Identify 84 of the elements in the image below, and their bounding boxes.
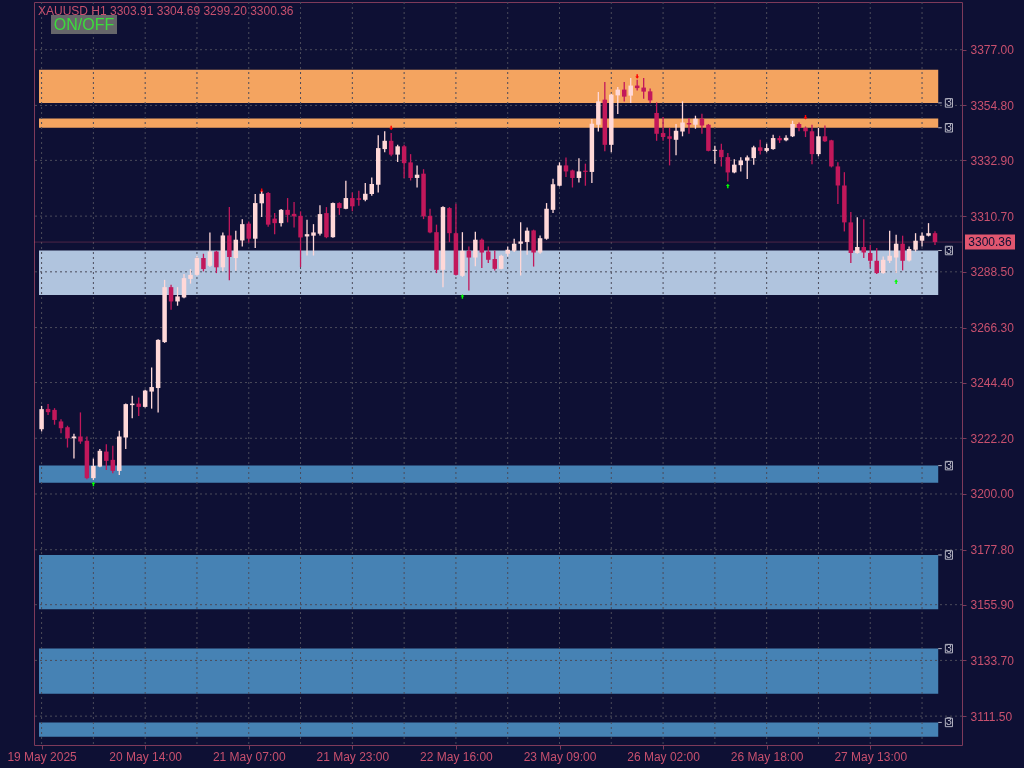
candlestick xyxy=(576,157,582,184)
candlestick xyxy=(596,91,601,133)
y-tick-label: 3155.90 xyxy=(970,598,1015,613)
candlestick xyxy=(285,197,290,224)
candlestick xyxy=(557,161,562,188)
y-tick-label: 3332.90 xyxy=(970,153,1015,168)
candlestick xyxy=(654,101,659,142)
candlestick xyxy=(531,229,536,268)
candlestick xyxy=(466,245,472,292)
candlestick xyxy=(408,153,413,182)
candlestick xyxy=(887,230,892,264)
candlestick xyxy=(900,235,905,271)
candlestick xyxy=(104,443,109,471)
candlestick xyxy=(343,180,349,210)
x-tick-label: 27 May 13:00 xyxy=(834,749,908,764)
band-label: 3 xyxy=(945,547,952,560)
chart-title: XAUUSD H1 3303.91 3304.69 3299.20 3300.36 xyxy=(38,4,294,18)
point xyxy=(389,125,394,131)
y-tick-label: 3222.20 xyxy=(970,431,1015,446)
candlestick xyxy=(214,250,219,274)
candlestick xyxy=(149,366,154,410)
candlestick xyxy=(473,231,478,267)
y-tick-label: 3266.30 xyxy=(970,321,1015,336)
candlestick xyxy=(537,234,543,255)
x-tick-label: 20 May 14:00 xyxy=(109,749,183,764)
point xyxy=(635,74,640,79)
x-tick-label: 21 May 23:00 xyxy=(316,749,390,764)
candlestick xyxy=(751,145,756,166)
x-tick-label: 26 May 18:00 xyxy=(730,749,804,764)
candlestick xyxy=(317,204,323,237)
x-tick-label: 23 May 09:00 xyxy=(523,749,597,764)
candlestick xyxy=(240,218,245,248)
x-tick-label: 22 May 16:00 xyxy=(420,749,494,764)
candlestick xyxy=(868,244,873,268)
x-tick-label: 19 May 2025 xyxy=(7,749,78,764)
band-label: 3 xyxy=(945,641,952,654)
candlestick xyxy=(641,77,646,100)
candlestick xyxy=(492,249,498,272)
candlestick xyxy=(136,396,141,417)
candlestick xyxy=(65,425,70,449)
point xyxy=(894,279,899,284)
y-tick-label: 3111.50 xyxy=(970,709,1013,724)
band-label: 3 xyxy=(945,95,952,108)
candlestick xyxy=(363,182,368,202)
candlestick xyxy=(350,191,355,212)
y-tick-label: 3177.80 xyxy=(970,543,1015,558)
candlestick xyxy=(227,206,232,282)
y-tick-label: 3133.70 xyxy=(970,653,1015,668)
y-tick-label: 3354.80 xyxy=(970,98,1015,113)
band-label: 3 xyxy=(945,715,952,728)
candlestick xyxy=(175,286,180,307)
candlestick xyxy=(39,405,44,433)
y-tick-label: 3244.40 xyxy=(970,376,1015,391)
candlestick xyxy=(298,210,303,268)
y-tick-label: 3288.50 xyxy=(970,265,1015,280)
candlestick xyxy=(816,127,821,158)
candlestick xyxy=(311,223,316,257)
y-tick-label: 3377.00 xyxy=(970,43,1015,58)
candlestick xyxy=(667,127,672,167)
candlestick xyxy=(719,143,724,168)
candlestick xyxy=(680,100,685,137)
candlestick xyxy=(861,218,867,259)
candlestick xyxy=(745,154,750,180)
candlestick xyxy=(382,130,387,154)
annotation: ON/OFF xyxy=(53,16,115,33)
candlestick xyxy=(874,247,879,275)
candlestick xyxy=(913,232,918,253)
candlestick xyxy=(91,457,96,481)
candlestick xyxy=(518,221,523,277)
band-label: 3 xyxy=(945,243,952,256)
candlestick xyxy=(855,216,860,255)
band-label: 3 xyxy=(945,458,952,471)
x-tick-label: 21 May 07:00 xyxy=(212,749,286,764)
candlestick xyxy=(78,411,83,445)
ref-line-label: 3300.36 xyxy=(968,235,1013,250)
candlestick xyxy=(893,234,899,274)
candlestick xyxy=(479,237,485,269)
candlestick xyxy=(388,132,394,158)
y-tick-label: 3310.70 xyxy=(970,209,1015,224)
x-tick-label: 26 May 02:00 xyxy=(627,749,701,764)
candlestick xyxy=(272,212,277,235)
y-tick-label: 3200.00 xyxy=(970,487,1015,502)
point xyxy=(725,183,730,189)
candlestick xyxy=(628,77,633,104)
